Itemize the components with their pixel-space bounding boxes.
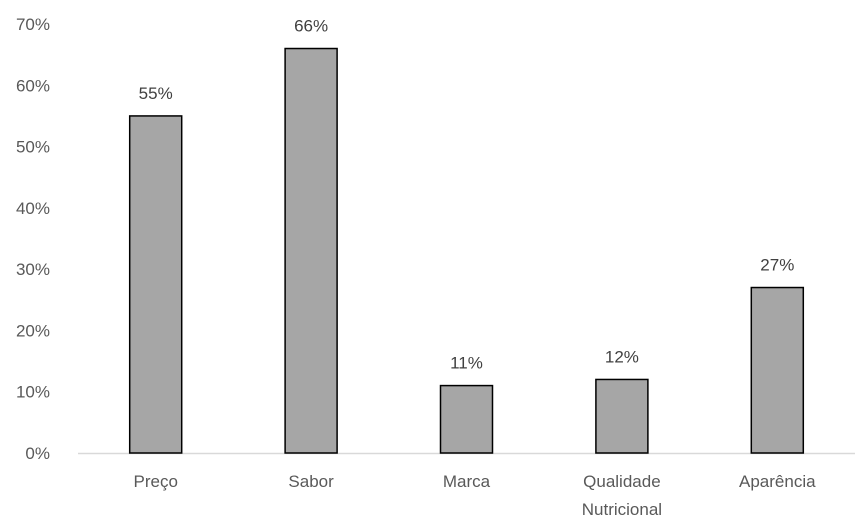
data-label: 12% [605,347,639,366]
y-tick-label: 0% [25,444,50,463]
data-label: 27% [760,256,794,275]
y-tick-label: 60% [16,76,50,95]
category-label: Nutricional [582,500,662,518]
category-label: Sabor [288,472,334,491]
bar [439,384,494,454]
y-axis-tick-labels: 0% 10% 20% 30% 40% 50% 60% 70% [16,15,50,463]
y-tick-label: 20% [16,321,50,340]
data-label: 55% [139,84,173,103]
category-label: Qualidade [583,472,661,491]
category-labels-group: Preço Sabor Marca Qualidade Nutricional Aparê… [133,472,816,518]
bar [750,286,805,454]
bars-group [128,47,805,454]
y-tick-label: 40% [16,199,50,218]
bar [595,378,649,454]
data-label: 11% [450,354,483,373]
data-label: 66% [294,17,328,36]
category-label: Preço [133,472,177,491]
y-tick-label: 30% [16,260,50,279]
y-tick-label: 10% [16,383,50,402]
y-tick-label: 50% [16,138,50,157]
category-label: Marca [443,472,491,491]
bar [284,47,338,454]
bar [128,115,183,454]
category-label: Aparência [739,472,816,491]
data-labels-group: 55% 66% 11% 12% 27% [139,17,795,373]
y-tick-label: 70% [16,15,50,34]
